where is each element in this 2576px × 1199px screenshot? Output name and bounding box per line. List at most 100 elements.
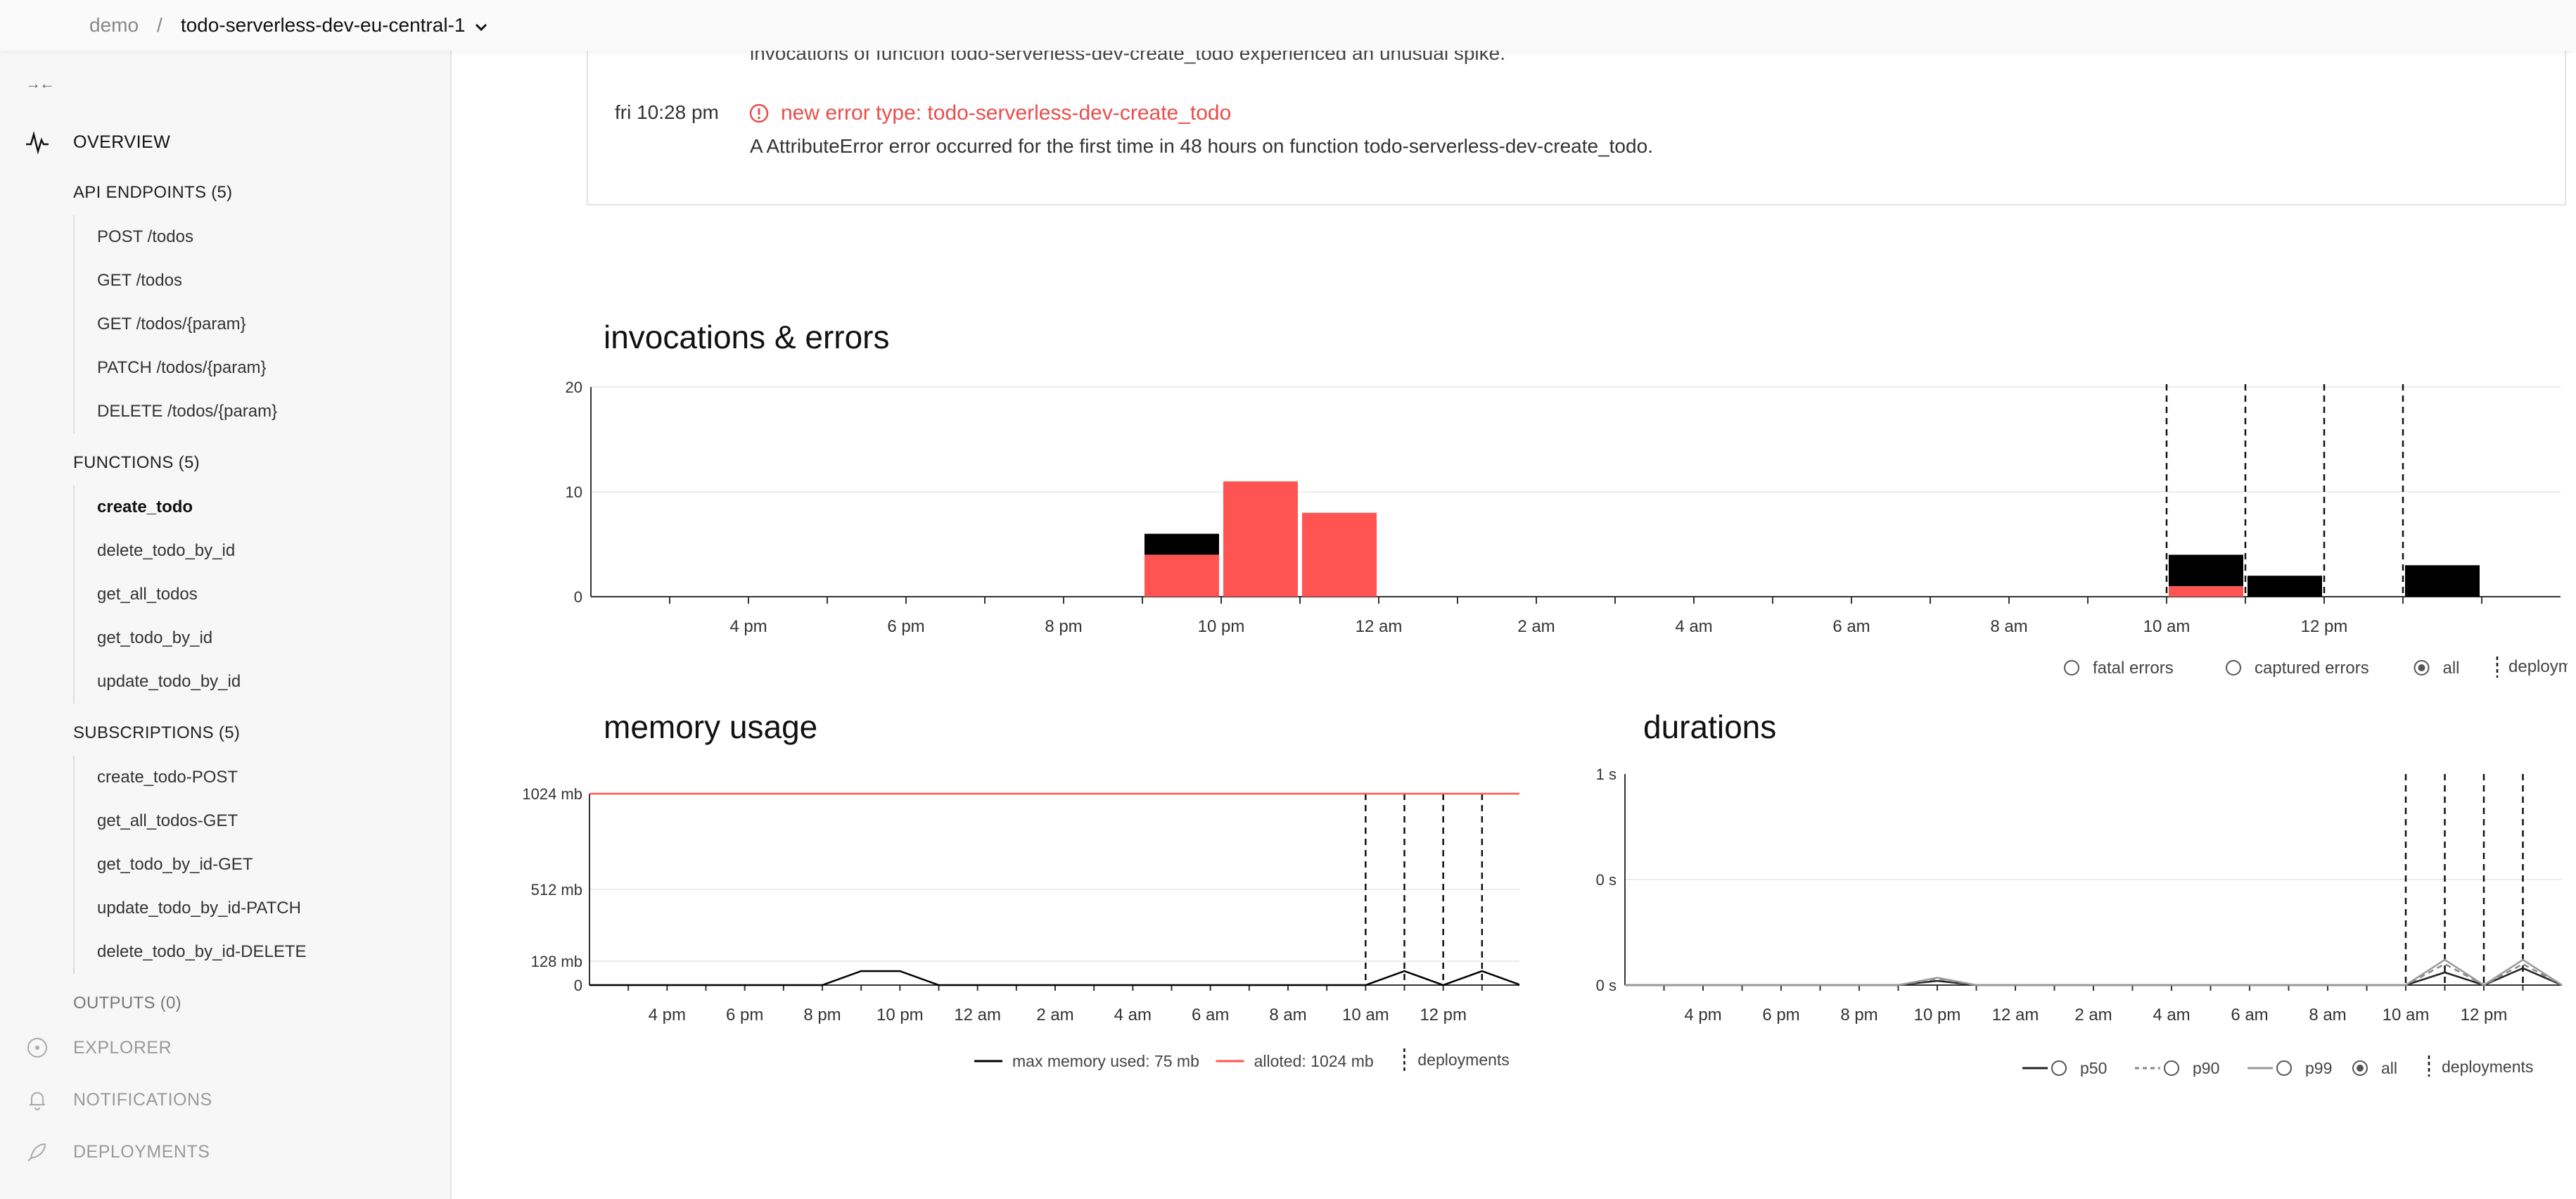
endpoint-item[interactable]: DELETE /todos/{param}	[97, 402, 278, 421]
y-tick-label: 1024 mb	[522, 785, 582, 803]
function-item[interactable]: update_todo_by_id	[97, 672, 241, 691]
sidebar: →← OVERVIEW API ENDPOINTS (5) POST /todo…	[0, 51, 452, 1199]
y-tick-label: 1 s	[1596, 766, 1617, 783]
x-tick-label: 2 am	[2074, 1005, 2112, 1024]
x-tick-label: 4 pm	[1684, 1005, 1721, 1024]
api-endpoints-list: POST /todos GET /todos GET /todos/{param…	[73, 215, 277, 433]
memory-chart-title: memory usage	[604, 709, 818, 745]
error-circle-icon	[748, 103, 770, 124]
y-tick-label: 512 mb	[531, 881, 582, 899]
y-tick-label: 0	[574, 588, 582, 606]
function-item[interactable]: delete_todo_by_id	[97, 541, 236, 560]
subscription-item[interactable]: get_all_todos-GET	[97, 811, 238, 830]
memory-chart: 0 128 mb 512 mb 1024 mb 4 pm 6 pm 8 pm 10 pm 12 …	[522, 785, 1519, 1071]
subscriptions-list: create_todo-POST get_all_todos-GET get_t…	[73, 756, 307, 974]
y-tick-label: 0 s	[1596, 871, 1617, 889]
x-tick-label: 4 am	[1675, 617, 1712, 636]
nav-deployments-label: DEPLOYMENTS	[73, 1141, 210, 1162]
x-tick-label: 10 am	[2383, 1005, 2430, 1024]
subscription-item[interactable]: delete_todo_by_id-DELETE	[97, 942, 307, 961]
y-tick-label: 10	[566, 483, 582, 501]
legend-deployments-label: deployments	[2508, 657, 2568, 676]
function-item[interactable]: get_todo_by_id	[97, 628, 213, 647]
x-tick-label: 6 am	[2231, 1005, 2268, 1024]
x-tick-label: 4 pm	[649, 1005, 686, 1024]
alert-time: fri 10:28 pm	[615, 101, 719, 123]
x-tick-label: 6 am	[1192, 1005, 1229, 1024]
legend-radio	[2164, 1060, 2179, 1076]
x-tick-label: 6 pm	[726, 1005, 763, 1024]
x-tick-label: 10 am	[1342, 1005, 1389, 1024]
legend-radio-dot	[2418, 664, 2425, 671]
bell-icon	[25, 1088, 49, 1112]
endpoint-item[interactable]: POST /todos	[97, 227, 193, 246]
bar-invocations	[2169, 554, 2243, 587]
bar-invocations	[1144, 533, 1219, 555]
x-tick-label: 8 pm	[803, 1005, 841, 1024]
bar-errors	[1223, 481, 1298, 597]
x-tick-label: 12 am	[954, 1005, 1001, 1024]
breadcrumb-current[interactable]: todo-serverless-dev-eu-central-1	[180, 14, 466, 36]
chevron-down-icon[interactable]	[475, 14, 487, 37]
y-tick-label: 0 s	[1596, 977, 1617, 994]
x-tick-label: 10 pm	[876, 1005, 924, 1024]
outputs-heading[interactable]: OUTPUTS (0)	[73, 994, 181, 1013]
legend-label: captured errors	[2255, 659, 2369, 678]
api-endpoints-heading: API ENDPOINTS (5)	[73, 183, 233, 202]
legend-radio	[2276, 1060, 2292, 1076]
endpoint-item[interactable]: GET /todos/{param}	[97, 315, 246, 334]
functions-list: create_todo delete_todo_by_id get_all_to…	[73, 486, 241, 704]
x-tick-label: 10 am	[2143, 617, 2191, 636]
legend-label: alloted: 1024 mb	[1254, 1052, 1374, 1070]
x-tick-label: 6 pm	[887, 617, 924, 636]
nav-explorer-label: EXPLORER	[73, 1037, 172, 1058]
legend-radio-dot	[2357, 1065, 2364, 1072]
legend-deployments-label: deployments	[2442, 1058, 2533, 1076]
breadcrumb-separator: /	[157, 14, 162, 36]
x-tick-label: 8 am	[1269, 1005, 1306, 1024]
invocations-chart: 0 10 20 4 pm 6 pm 8 pm 10 pm 12 am 2 am 4 am 6 am 8…	[566, 379, 2568, 678]
legend-label: all	[2443, 659, 2460, 678]
endpoint-item[interactable]: PATCH /todos/{param}	[97, 358, 267, 377]
y-tick-label: 128 mb	[531, 953, 582, 970]
x-tick-label: 12 pm	[1420, 1005, 1467, 1024]
subscription-item[interactable]: update_todo_by_id-PATCH	[97, 899, 301, 918]
function-item[interactable]: get_all_todos	[97, 585, 198, 604]
alerts-card: invocations of function todo-serverless-…	[587, 28, 2566, 205]
x-tick-label: 8 pm	[1840, 1005, 1877, 1024]
endpoint-item[interactable]: GET /todos	[97, 271, 182, 290]
legend-label: p90	[2193, 1059, 2219, 1077]
top-bar: demo / todo-serverless-dev-eu-central-1	[0, 0, 2576, 51]
subscription-item[interactable]: create_todo-POST	[97, 768, 238, 787]
durations-chart: 0 s 0 s 1 s 4 pm 6 pm 8 pm 10 pm 12 am 2 am 4 am 6…	[1596, 766, 2563, 1077]
y-tick-label: 0	[574, 977, 582, 994]
collapse-sidebar-icon[interactable]: →←	[25, 75, 55, 92]
function-item-active[interactable]: create_todo	[97, 497, 193, 516]
x-tick-label: 12 am	[1992, 1005, 2039, 1024]
x-tick-label: 8 am	[1990, 617, 2027, 636]
legend-deployments-label: deployments	[1417, 1051, 1509, 1069]
pulse-icon	[25, 130, 49, 155]
legend-label: all	[2381, 1059, 2397, 1077]
subscription-item[interactable]: get_todo_by_id-GET	[97, 855, 253, 874]
bar-errors	[2169, 586, 2243, 597]
x-tick-label: 8 pm	[1045, 617, 1082, 636]
legend-label: max memory used: 75 mb	[1012, 1052, 1199, 1070]
x-tick-label: 12 am	[1356, 617, 1403, 636]
x-tick-label: 6 am	[1832, 617, 1870, 636]
x-tick-label: 6 pm	[1762, 1005, 1799, 1024]
y-tick-label: 20	[566, 379, 582, 396]
durations-chart-title: durations	[1643, 709, 1777, 745]
x-tick-label: 2 am	[1036, 1005, 1073, 1024]
x-tick-label: 2 am	[1517, 617, 1555, 636]
legend-label: fatal errors	[2093, 659, 2174, 678]
x-tick-label: 8 am	[2309, 1005, 2346, 1024]
breadcrumb-root[interactable]: demo	[89, 14, 139, 36]
bar-errors	[1144, 554, 1219, 597]
x-tick-label: 4 pm	[729, 617, 767, 636]
legend-label: p50	[2080, 1059, 2107, 1077]
alert-title[interactable]: new error type: todo-serverless-dev-crea…	[781, 101, 1232, 125]
subscriptions-heading: SUBSCRIPTIONS (5)	[73, 723, 241, 742]
x-tick-label: 10 pm	[1198, 617, 1245, 636]
invocations-chart-title: invocations & errors	[604, 319, 890, 355]
